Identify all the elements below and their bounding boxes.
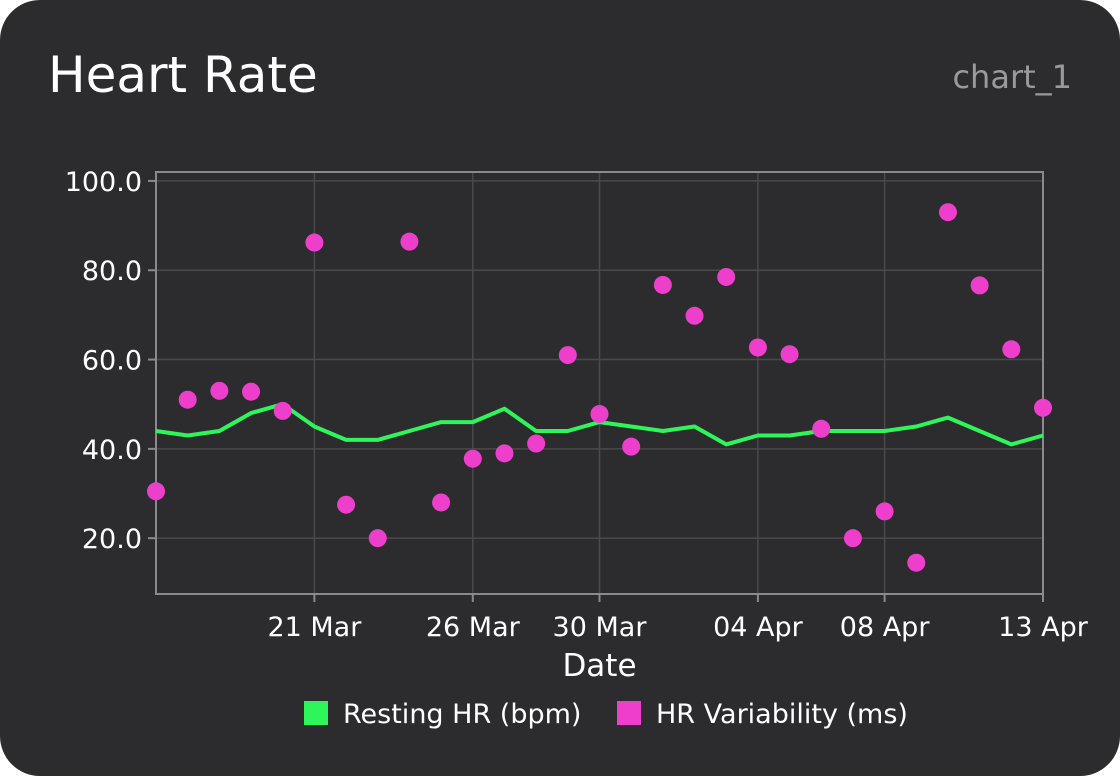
legend-swatch — [304, 701, 328, 725]
legend-label: Resting HR (bpm) — [343, 699, 581, 730]
x-axis: 21 Mar 26 Mar 30 Mar 04 Apr 08 Apr 13 Apr — [267, 594, 1089, 643]
hr-variability-point — [495, 444, 514, 463]
x-tick-label: 30 Mar — [553, 612, 648, 643]
hr-variability-point — [178, 390, 197, 409]
hr-variability-point — [400, 232, 419, 251]
hr-variability-point — [432, 493, 451, 512]
legend-item-hr-variability: HR Variability (ms) — [617, 699, 908, 730]
hr-variability-point — [368, 529, 387, 548]
hr-variability-point — [273, 401, 292, 420]
y-tick-label: 20.0 — [82, 524, 142, 555]
chart-id-label: chart_1 — [952, 58, 1072, 96]
y-tick-label: 40.0 — [82, 435, 142, 466]
hr-variability-point — [622, 437, 641, 456]
x-tick-label: 13 Apr — [998, 612, 1089, 643]
hr-variability-point — [590, 405, 609, 424]
x-tick-label: 08 Apr — [840, 612, 931, 643]
hr-variability-point — [843, 529, 862, 548]
y-tick-label: 80.0 — [82, 256, 142, 287]
y-axis: 20.0 40.0 60.0 80.0 100.0 — [65, 167, 156, 555]
hr-variability-point — [242, 382, 261, 401]
x-tick-label: 26 Mar — [426, 612, 521, 643]
hr-variability-point — [1002, 340, 1021, 359]
hr-variability-point — [558, 346, 577, 365]
legend: Resting HR (bpm) HR Variability (ms) — [304, 699, 908, 730]
y-tick-label: 60.0 — [82, 346, 142, 377]
y-tick-label: 100.0 — [65, 167, 142, 198]
hr-variability-point — [653, 275, 672, 294]
hr-variability-point — [305, 233, 324, 252]
hr-variability-point — [527, 434, 546, 453]
hr-variability-point — [685, 306, 704, 325]
hr-variability-series — [147, 203, 1052, 572]
hr-variability-point — [875, 502, 894, 521]
hr-variability-point — [812, 419, 831, 438]
hr-variability-point — [748, 338, 767, 357]
hr-variability-point — [717, 267, 736, 286]
legend-swatch — [617, 701, 641, 725]
hr-variability-point — [780, 345, 799, 364]
chart-title: Heart Rate — [48, 46, 318, 104]
hr-variability-point — [1034, 398, 1052, 417]
grid — [156, 172, 1044, 594]
hr-variability-point — [970, 276, 989, 295]
x-tick-label: 21 Mar — [267, 612, 362, 643]
hr-variability-point — [463, 449, 482, 468]
hr-variability-point — [210, 381, 229, 400]
x-tick-label: 04 Apr — [713, 612, 804, 643]
x-axis-title: Date — [562, 648, 636, 684]
hr-variability-point — [147, 482, 165, 501]
hr-variability-point — [907, 553, 926, 572]
hr-variability-point — [337, 495, 356, 514]
legend-item-resting-hr: Resting HR (bpm) — [304, 699, 581, 730]
legend-label: HR Variability (ms) — [656, 699, 908, 730]
hr-variability-point — [938, 203, 957, 222]
